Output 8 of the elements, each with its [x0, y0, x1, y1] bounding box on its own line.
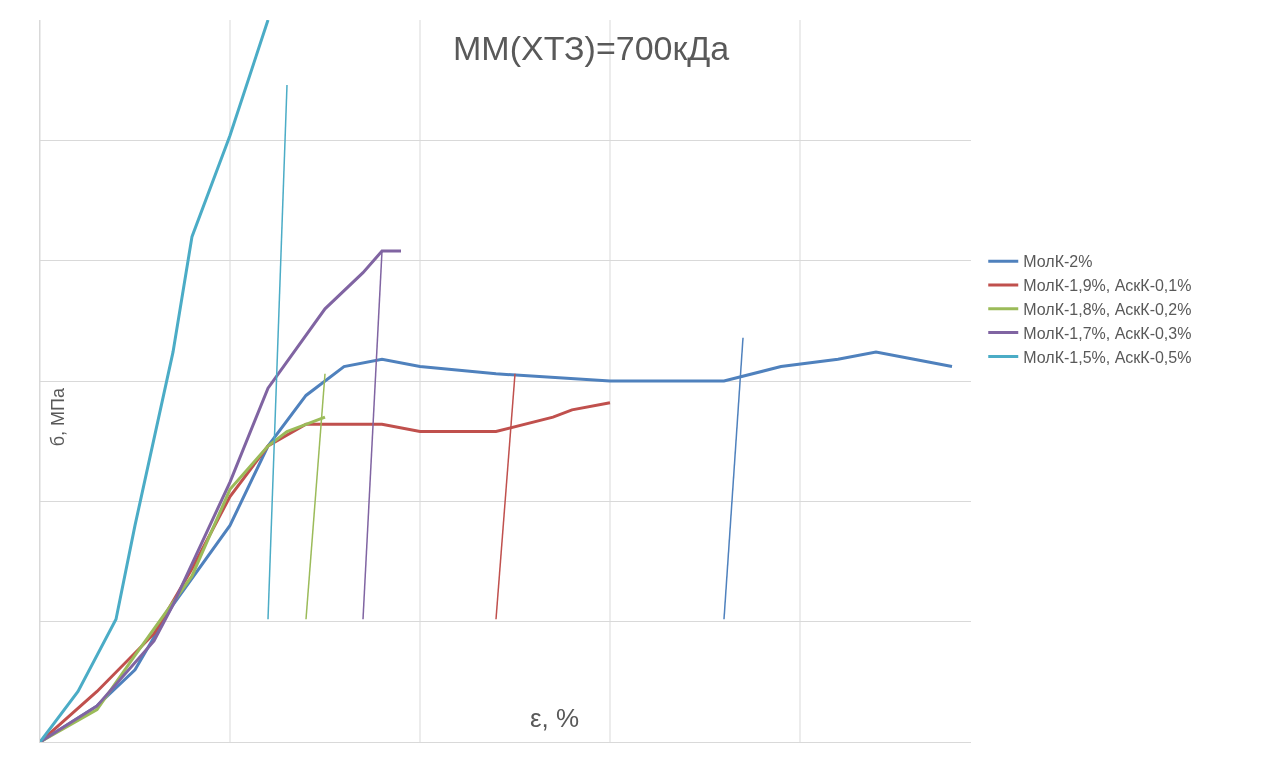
legend-label: МолК-1,7%, АскК-0,3% [1023, 324, 1192, 342]
legend-label: МолК-2% [1023, 253, 1093, 271]
legend-label: МолК-1,9%, АскК-0,1% [1023, 277, 1192, 295]
chart-title: ММ(ХТЗ)=700кДа [453, 29, 730, 67]
legend-label: МолК-1,8%, АскК-0,2% [1023, 301, 1192, 319]
x-axis-title: ε, % [530, 703, 580, 733]
legend-label: МолК-1,5%, АскК-0,5% [1023, 348, 1192, 366]
y-axis-title: б, МПа [48, 386, 69, 447]
